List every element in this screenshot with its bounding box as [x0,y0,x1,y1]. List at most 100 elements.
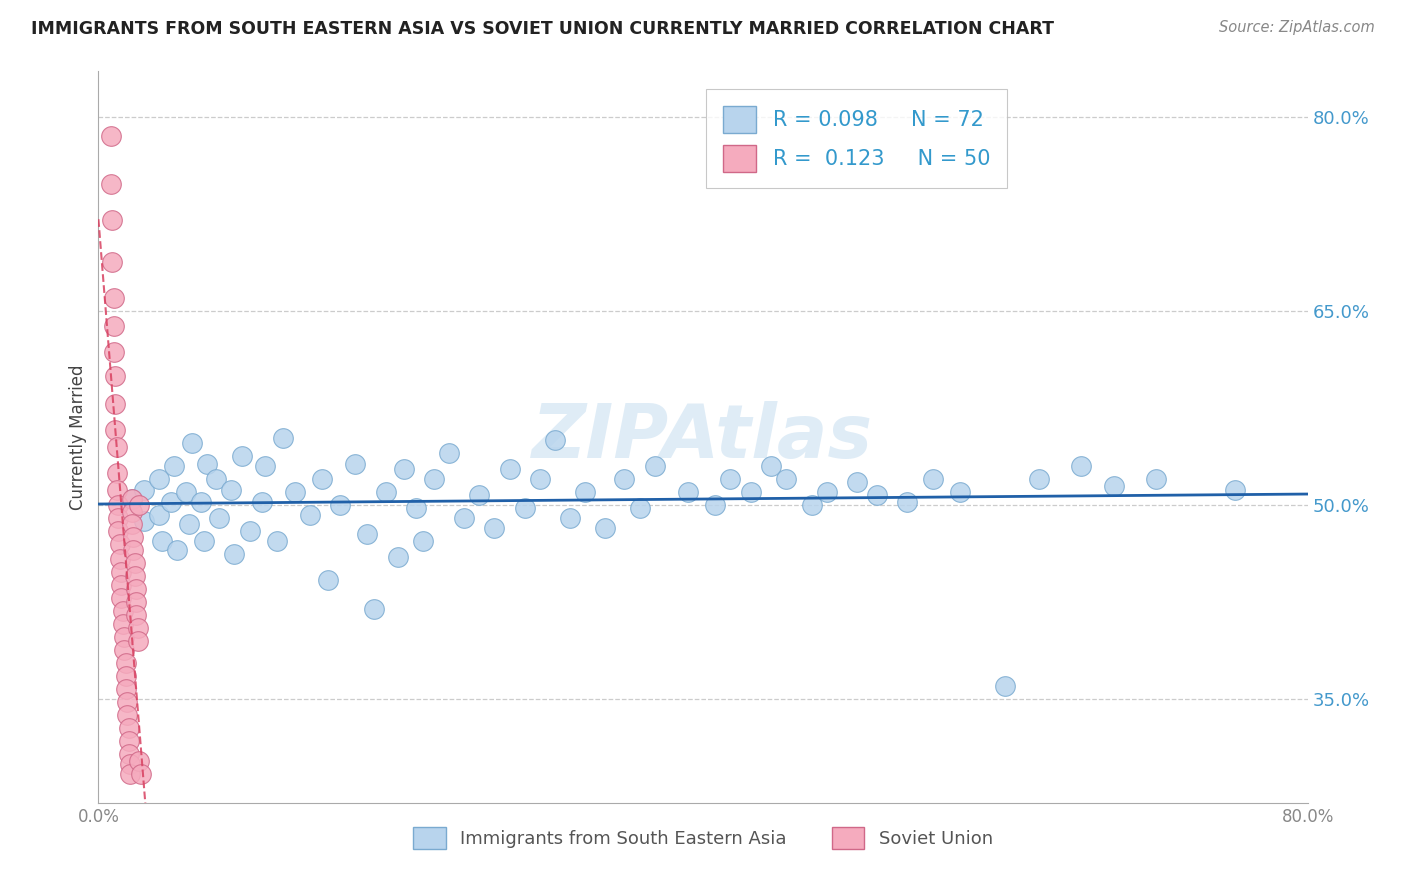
Point [174,485,197,500]
Point [120,767,142,781]
Point [122,543,145,558]
Point [128,498,150,512]
Point [250,495,273,509]
Point [114,681,136,696]
Point [148,508,170,523]
Y-axis label: Currently Married: Currently Married [69,364,87,510]
Point [574,485,596,500]
Point [759,459,782,474]
Point [104,423,127,437]
Point [166,543,188,558]
Point [100,177,122,191]
Point [190,495,212,509]
Point [205,472,228,486]
Point [181,436,204,450]
Point [127,621,149,635]
Point [363,601,385,615]
Point [121,491,143,506]
Point [387,549,409,564]
Point [1223,483,1246,497]
Point [107,524,129,538]
Point [284,485,307,500]
Point [921,472,943,486]
Point [195,457,218,471]
Point [437,446,460,460]
Point [118,747,141,761]
Point [132,483,155,497]
Point [121,504,143,518]
Point [111,617,134,632]
Point [104,397,127,411]
Point [105,466,128,480]
Legend: Immigrants from South Eastern Asia, Soviet Union: Immigrants from South Eastern Asia, Sovi… [406,820,1000,856]
Point [163,459,186,474]
Point [628,500,651,515]
Point [374,485,396,500]
Point [866,488,889,502]
Point [107,498,129,512]
Point [1070,459,1092,474]
Point [815,485,838,500]
Point [949,485,972,500]
Point [299,508,322,523]
Point [221,483,243,497]
Point [224,547,246,561]
Point [132,514,155,528]
Point [118,721,141,735]
Point [124,569,146,583]
Point [800,498,823,512]
Point [846,475,869,489]
Point [423,472,446,486]
Point [718,472,741,486]
Point [311,472,333,486]
Point [114,656,136,670]
Point [1102,478,1125,492]
Point [110,591,132,606]
Point [110,566,132,580]
Point [112,643,135,657]
Point [498,462,520,476]
Point [593,521,616,535]
Point [105,440,128,454]
Point [103,319,125,334]
Point [101,213,124,227]
Point [239,524,262,538]
Point [266,534,288,549]
Point [468,488,491,502]
Point [740,485,762,500]
Point [544,434,567,448]
Point [392,462,415,476]
Point [115,707,138,722]
Point [124,557,146,571]
Point [1144,472,1167,486]
Point [148,472,170,486]
Point [613,472,636,486]
Point [704,498,727,512]
Point [271,431,294,445]
Point [104,368,127,383]
Point [101,254,124,268]
Point [316,573,339,587]
Point [994,679,1017,693]
Point [103,291,125,305]
Point [127,634,149,648]
Text: Source: ZipAtlas.com: Source: ZipAtlas.com [1219,20,1375,35]
Point [114,669,136,683]
Point [115,695,138,709]
Point [129,767,152,781]
Point [110,578,132,592]
Point [231,449,253,463]
Point [128,755,150,769]
Point [179,517,201,532]
Point [644,459,666,474]
Point [676,485,699,500]
Point [529,472,551,486]
Point [125,582,148,597]
Point [329,498,352,512]
Point [118,733,141,747]
Point [108,552,131,566]
Text: IMMIGRANTS FROM SOUTH EASTERN ASIA VS SOVIET UNION CURRENTLY MARRIED CORRELATION: IMMIGRANTS FROM SOUTH EASTERN ASIA VS SO… [31,20,1054,37]
Point [356,526,378,541]
Point [405,500,427,515]
Point [160,495,183,509]
